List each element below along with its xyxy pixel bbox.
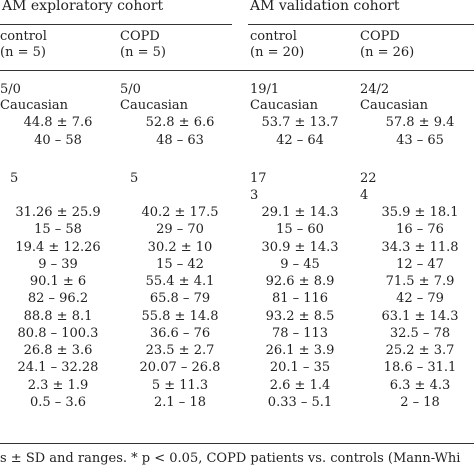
table-cell-r15-c4: 32.5 – 78	[389, 326, 451, 341]
table-cell-r1-c2: 5/0	[120, 82, 141, 97]
table-cell-r19-c4: 2 – 18	[400, 395, 440, 410]
table-cell-r12-c4: 71.5 ± 7.9	[385, 274, 455, 289]
table-cell-r14-c2: 55.8 ± 14.8	[141, 309, 219, 324]
table-cell-r3-c1: 44.8 ± 7.6	[23, 115, 93, 130]
table-cell-r8-c3: 29.1 ± 14.3	[261, 205, 339, 220]
table-cell-r10-c2: 30.2 ± 10	[147, 240, 213, 255]
table-cell-r11-c2: 15 – 42	[156, 257, 204, 272]
table-bottom-rule	[0, 443, 474, 444]
table-cell-r8-c2: 40.2 ± 17.5	[141, 205, 219, 220]
table-cell-r17-c1: 24.1 – 32.28	[17, 360, 99, 375]
table-cell-r19-c1: 0.5 – 3.6	[29, 395, 87, 410]
table-cell-r11-c1: 9 – 39	[38, 257, 78, 272]
table-cell-r6-c2: 5	[130, 171, 139, 186]
table-cell-r8-c4: 35.9 ± 18.1	[381, 205, 459, 220]
table-cell-r4-c1: 40 – 58	[34, 133, 82, 148]
table-cell-r3-c2: 52.8 ± 6.6	[145, 115, 215, 130]
table-cell-r9-c2: 29 – 70	[156, 222, 204, 237]
column-header-4-n: (n = 26)	[360, 45, 415, 60]
table-cell-r7-c4: 4	[360, 188, 369, 203]
group-rule-exploratory	[0, 24, 232, 25]
table-cell-r2-c4: Caucasian	[360, 98, 429, 113]
table-cell-r10-c1: 19.4 ± 12.26	[15, 240, 101, 255]
table-cell-r11-c3: 9 – 45	[280, 257, 320, 272]
table-cell-r16-c4: 25.2 ± 3.7	[385, 343, 455, 358]
table-cell-r17-c2: 20.07 – 26.8	[139, 360, 221, 375]
table-cell-r10-c3: 30.9 ± 14.3	[261, 240, 339, 255]
table-cell-r12-c3: 92.6 ± 8.9	[265, 274, 335, 289]
table-cell-r10-c4: 34.3 ± 11.8	[381, 240, 459, 255]
table-cell-r3-c3: 53.7 ± 13.7	[261, 115, 339, 130]
table-cell-r9-c4: 16 – 76	[396, 222, 444, 237]
table-cell-r15-c3: 78 – 113	[271, 326, 329, 341]
column-header-3-label: control	[250, 29, 297, 44]
group-title-exploratory: AM exploratory cohort	[2, 0, 164, 14]
column-header-1-label: control	[0, 29, 47, 44]
table-cell-r16-c2: 23.5 ± 2.7	[145, 343, 215, 358]
header-rule	[0, 70, 474, 71]
table-cell-r11-c4: 12 – 47	[396, 257, 444, 272]
table-cell-r18-c2: 5 ± 11.3	[151, 378, 209, 393]
table-cell-r18-c1: 2.3 ± 1.9	[27, 378, 89, 393]
table-cell-r1-c4: 24/2	[360, 82, 390, 97]
column-header-3-n: (n = 20)	[250, 45, 305, 60]
table-cell-r13-c4: 42 – 79	[396, 291, 444, 306]
table-cell-r19-c3: 0.33 – 5.1	[267, 395, 333, 410]
table-cell-r6-c3: 17	[250, 171, 267, 186]
table-cell-r6-c4: 22	[360, 171, 377, 186]
table-cell-r16-c1: 26.8 ± 3.6	[23, 343, 93, 358]
table-cell-r6-c1: 5	[10, 171, 19, 186]
table-cell-r16-c3: 26.1 ± 3.9	[265, 343, 335, 358]
column-header-2-n: (n = 5)	[120, 45, 166, 60]
table-cell-r1-c1: 5/0	[0, 82, 21, 97]
table-cell-r3-c4: 57.8 ± 9.4	[385, 115, 455, 130]
table-cell-r18-c3: 2.6 ± 1.4	[269, 378, 331, 393]
table-cell-r18-c4: 6.3 ± 4.3	[389, 378, 451, 393]
table-cell-r17-c4: 18.6 – 31.1	[383, 360, 457, 375]
table-cell-r13-c1: 82 – 96.2	[27, 291, 89, 306]
column-header-2-label: COPD	[120, 29, 160, 44]
table-cell-r17-c3: 20.1 – 35	[269, 360, 331, 375]
table-cell-r2-c2: Caucasian	[120, 98, 189, 113]
table-cell-r13-c2: 65.8 – 79	[149, 291, 211, 306]
table-cell-r4-c4: 43 – 65	[396, 133, 444, 148]
column-header-4-label: COPD	[360, 29, 400, 44]
table-cell-r7-c3: 3	[250, 188, 259, 203]
table-cell-r12-c2: 55.4 ± 4.1	[145, 274, 215, 289]
table-cell-r9-c3: 15 – 60	[276, 222, 324, 237]
group-rule-validation	[248, 24, 474, 25]
table-cell-r14-c1: 88.8 ± 8.1	[23, 309, 93, 324]
table-cell-r14-c4: 63.1 ± 14.3	[381, 309, 459, 324]
group-title-validation: AM validation cohort	[250, 0, 400, 14]
table-cell-r4-c2: 48 – 63	[156, 133, 204, 148]
table-cell-r2-c1: Caucasian	[0, 98, 69, 113]
table-cell-r1-c3: 19/1	[250, 82, 280, 97]
column-header-1-n: (n = 5)	[0, 45, 46, 60]
table-cell-r15-c1: 80.8 – 100.3	[17, 326, 99, 341]
table-footnote: s ± SD and ranges. * p < 0.05, COPD pati…	[0, 451, 461, 466]
table-cell-r4-c3: 42 – 64	[276, 133, 324, 148]
table-cell-r13-c3: 81 – 116	[271, 291, 329, 306]
table-cell-r12-c1: 90.1 ± 6	[29, 274, 87, 289]
table-cell-r9-c1: 15 – 58	[34, 222, 82, 237]
table-cell-r19-c2: 2.1 – 18	[154, 395, 206, 410]
table-cell-r14-c3: 93.2 ± 8.5	[265, 309, 335, 324]
table-cell-r2-c3: Caucasian	[250, 98, 319, 113]
table-cell-r15-c2: 36.6 – 76	[149, 326, 211, 341]
table-cell-r8-c1: 31.26 ± 25.9	[15, 205, 101, 220]
